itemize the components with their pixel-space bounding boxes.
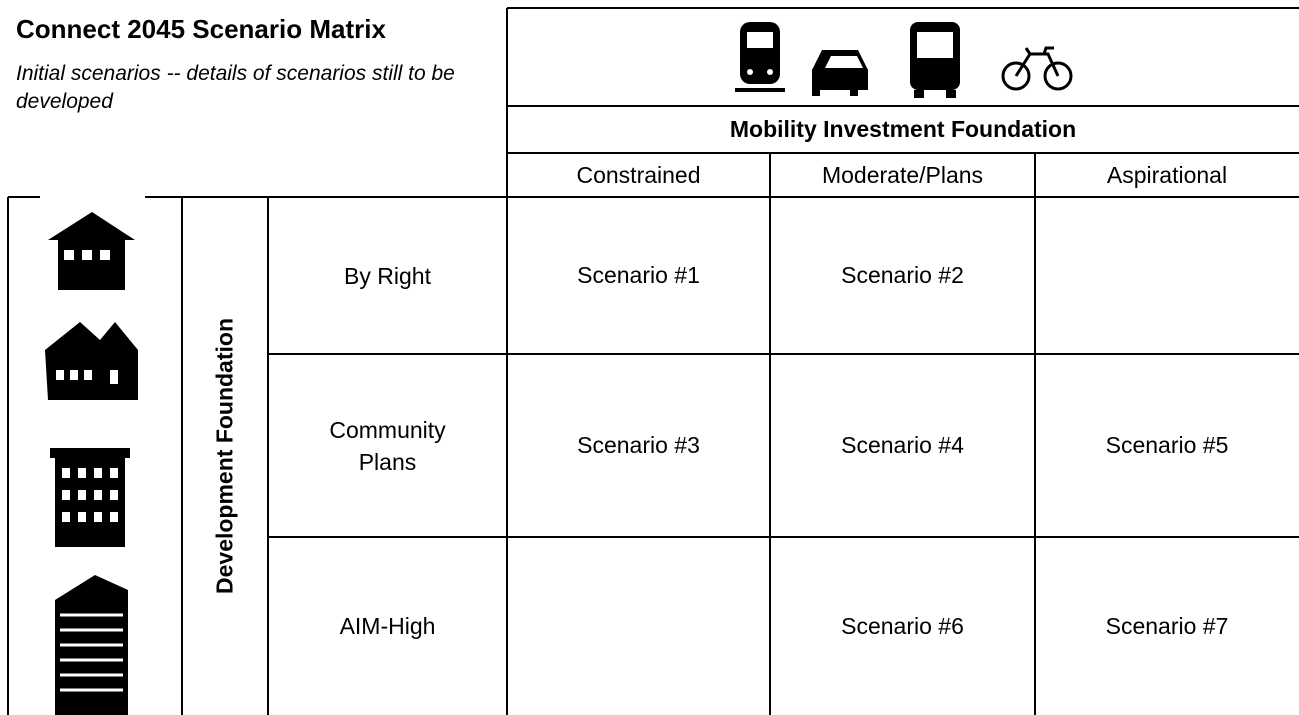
- scenario-cell: Scenario #6: [841, 612, 964, 639]
- subtitle: Initial scenarios -- details of scenario…: [16, 62, 455, 113]
- row-label: Community Plans: [329, 416, 446, 475]
- column-header: Constrained: [576, 161, 701, 188]
- building-icons: [45, 212, 138, 715]
- column-group: Mobility Investment Foundation: [729, 116, 1077, 142]
- row-label: AIM-High: [339, 613, 436, 639]
- scenario-cell: Scenario #7: [1105, 612, 1229, 639]
- scenario-cell: Scenario #3: [577, 432, 700, 458]
- column-header: Moderate/Plans: [821, 161, 984, 188]
- column-header: Aspirational: [1106, 161, 1228, 188]
- scenario-cell: Scenario #5: [1105, 432, 1229, 458]
- title: Connect 2045 Scenario Matrix: [16, 14, 386, 44]
- row-label: By Right: [344, 262, 431, 289]
- scenario-cell: Scenario #2: [841, 262, 964, 288]
- row-group: Development Foundation: [211, 318, 238, 594]
- transport-icons: [735, 22, 1073, 98]
- scenario-cell: Scenario #1: [577, 262, 700, 288]
- scenario-cell: Scenario #4: [841, 432, 964, 458]
